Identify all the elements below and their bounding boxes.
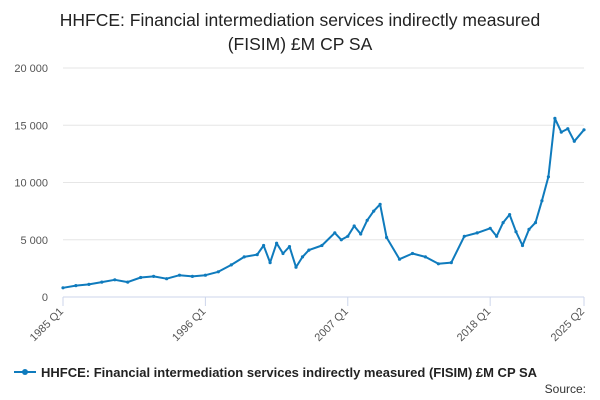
y-tick-label: 15 000 xyxy=(14,120,48,132)
x-tick-label: 1985 Q1 xyxy=(28,306,66,344)
y-tick-label: 20 000 xyxy=(14,63,48,75)
data-point xyxy=(475,231,479,235)
y-tick-label: 0 xyxy=(42,292,48,304)
data-point xyxy=(572,139,576,143)
data-point xyxy=(126,280,130,284)
data-point xyxy=(488,226,492,230)
data-point xyxy=(100,280,104,284)
data-point xyxy=(527,227,531,231)
data-point xyxy=(520,243,525,248)
data-point xyxy=(423,255,427,259)
data-point xyxy=(352,224,356,228)
legend-label: HHFCE: Financial intermediation services… xyxy=(41,364,538,380)
y-tick-label: 5 000 xyxy=(20,235,48,247)
data-point xyxy=(436,262,440,266)
data-point xyxy=(546,175,551,179)
data-point xyxy=(300,255,305,259)
data-point xyxy=(566,127,570,131)
data-point xyxy=(275,241,279,245)
series-line xyxy=(62,117,585,289)
data-point xyxy=(294,265,298,269)
data-point xyxy=(281,251,285,256)
x-tick-label: 2018 Q1 xyxy=(455,306,493,344)
data-point xyxy=(359,232,363,236)
data-point xyxy=(501,221,505,225)
legend[interactable]: HHFCE: Financial intermediation services… xyxy=(14,363,537,381)
data-point xyxy=(397,257,402,261)
data-point xyxy=(553,116,557,120)
data-point xyxy=(216,270,220,274)
data-point xyxy=(365,218,369,222)
x-axis: 1985 Q1 1996 Q1 2007 Q1 2018 Q1 2025 Q2 xyxy=(28,296,587,344)
data-point xyxy=(559,130,563,134)
x-tick-label: 2025 Q2 xyxy=(549,306,587,344)
data-point xyxy=(378,202,382,206)
y-axis-ticks: 0 5 000 10 000 15 000 20 000 xyxy=(14,63,48,304)
data-point xyxy=(372,209,376,213)
data-point xyxy=(307,248,311,252)
data-point xyxy=(346,234,350,238)
data-point xyxy=(61,286,65,290)
data-point xyxy=(242,255,246,259)
data-point xyxy=(177,273,182,277)
legend-swatch xyxy=(14,367,36,377)
x-tick-label: 2007 Q1 xyxy=(313,306,351,344)
data-point xyxy=(152,274,156,278)
data-point xyxy=(268,261,272,265)
y-tick-label: 10 000 xyxy=(14,178,48,190)
data-point xyxy=(229,263,233,267)
data-point xyxy=(255,253,259,257)
data-point xyxy=(113,278,117,282)
data-point xyxy=(320,243,324,248)
data-point xyxy=(262,243,266,248)
data-point xyxy=(540,199,544,203)
data-point xyxy=(139,275,143,280)
data-point xyxy=(508,213,512,217)
data-point xyxy=(410,251,415,256)
data-point xyxy=(339,238,343,242)
data-point xyxy=(287,245,292,249)
data-point xyxy=(582,128,586,132)
x-tick-label: 1996 Q1 xyxy=(170,306,208,344)
data-point xyxy=(333,231,337,235)
source-note: Source: xyxy=(544,382,586,396)
data-point xyxy=(385,235,389,240)
data-point xyxy=(190,274,194,278)
series-group xyxy=(61,116,586,290)
data-point xyxy=(533,221,538,225)
data-point xyxy=(462,234,466,238)
data-point xyxy=(87,282,91,286)
data-point xyxy=(449,261,453,265)
legend-marker-icon xyxy=(22,369,28,375)
data-point xyxy=(495,234,499,238)
data-point xyxy=(514,230,518,234)
data-point xyxy=(74,284,78,288)
data-point xyxy=(203,273,207,277)
chart-title: HHFCE: Financial intermediation services… xyxy=(59,10,541,54)
gridlines xyxy=(63,67,584,241)
data-point xyxy=(165,277,169,281)
